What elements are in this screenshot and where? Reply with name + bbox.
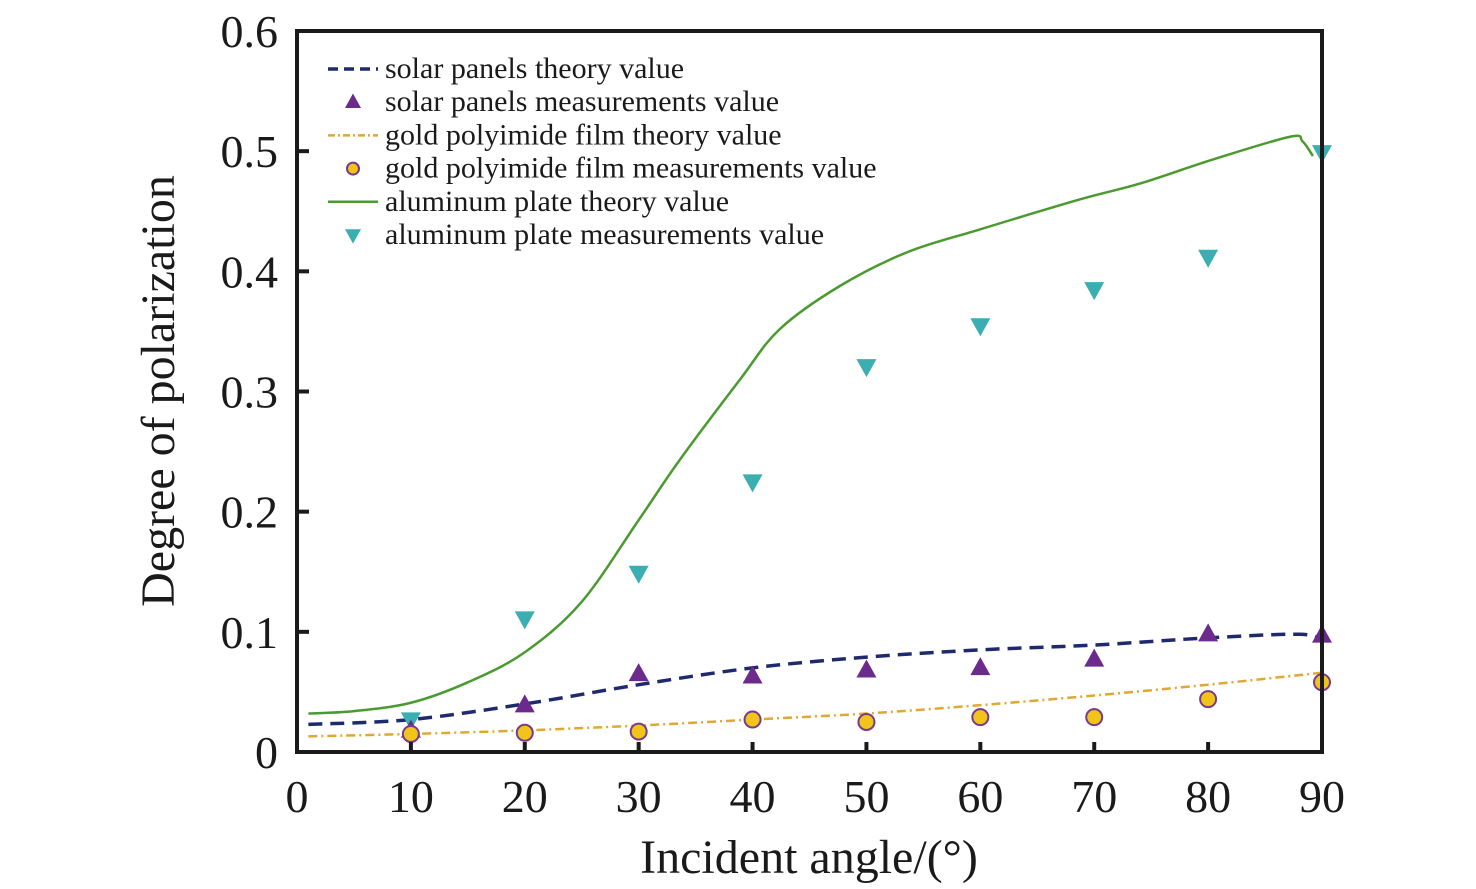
- data-point: [1084, 282, 1105, 301]
- y-axis-ticks: 0 0.1 0.2 0.3 0.4 0.5 0.6: [221, 6, 309, 778]
- x-tick-label: 50: [843, 771, 889, 822]
- x-tick-label: 0: [286, 771, 309, 822]
- series-aluminum-plate-theory-value: [308, 134, 1314, 715]
- data-point: [515, 723, 534, 742]
- data-point: [970, 318, 991, 337]
- y-tick-label: 0.4: [221, 246, 279, 297]
- data-point: [742, 474, 763, 493]
- legend-marker-swatch: [346, 161, 360, 176]
- x-axis-ticks: 0 10 20 30 40 50 60 70 80 90: [286, 742, 1345, 822]
- legend-label: solar panels theory value: [385, 52, 684, 85]
- data-point: [743, 710, 762, 729]
- x-tick-label: 80: [1185, 771, 1231, 822]
- x-tick-label: 30: [616, 771, 662, 822]
- x-tick-label: 90: [1299, 771, 1345, 822]
- y-tick-label: 0.5: [221, 126, 279, 177]
- legend-item-gold-polyimide-film-theory-value: gold polyimide film theory value: [328, 118, 782, 151]
- legend-label: aluminum plate measurements value: [385, 218, 824, 251]
- data-point: [1198, 623, 1219, 642]
- y-tick-label: 0: [255, 727, 278, 778]
- data-point: [401, 724, 420, 743]
- data-point: [857, 712, 876, 731]
- legend-label: solar panels measurements value: [385, 85, 779, 118]
- data-point: [1198, 249, 1219, 268]
- series-solar-panels-theory-value: [308, 632, 1323, 727]
- data-point: [1084, 648, 1105, 667]
- x-axis-label: Incident angle/(°): [640, 831, 978, 884]
- x-tick-label: 60: [957, 771, 1003, 822]
- x-tick-label: 10: [388, 771, 434, 822]
- legend-marker-swatch: [345, 93, 361, 108]
- legend-label: gold polyimide film measurements value: [385, 152, 877, 185]
- data-point: [628, 663, 649, 682]
- data-point: [970, 657, 991, 676]
- data-point: [1199, 690, 1218, 709]
- y-tick-label: 0.3: [221, 367, 279, 418]
- legend-label: aluminum plate theory value: [385, 185, 729, 218]
- x-tick-label: 20: [502, 771, 548, 822]
- series-layer: [308, 134, 1332, 743]
- y-tick-label: 0.1: [221, 607, 279, 658]
- series-gold-polyimide-film-measurements-value: [401, 673, 1331, 743]
- legend-item-solar-panels-theory-value: solar panels theory value: [328, 52, 684, 85]
- data-point: [971, 708, 990, 727]
- series-line: [308, 632, 1323, 727]
- data-point: [514, 694, 535, 713]
- data-point: [1085, 708, 1104, 727]
- legend-label: gold polyimide film theory value: [385, 118, 782, 151]
- y-tick-label: 0.6: [221, 6, 279, 57]
- legend-marker-swatch: [345, 229, 361, 244]
- series-line: [308, 134, 1314, 715]
- x-tick-label: 70: [1071, 771, 1117, 822]
- legend-item-gold-polyimide-film-measurements-value: gold polyimide film measurements value: [346, 152, 877, 185]
- y-axis-label: Degree of polarization: [132, 175, 185, 607]
- series-aluminum-plate-measurements-value: [400, 145, 1332, 731]
- data-point: [742, 665, 763, 684]
- legend-item-aluminum-plate-theory-value: aluminum plate theory value: [328, 185, 729, 218]
- y-tick-label: 0.2: [221, 487, 279, 538]
- series-line: [308, 671, 1323, 738]
- series-gold-polyimide-film-theory-value: [308, 671, 1323, 738]
- data-point: [629, 722, 648, 741]
- x-tick-label: 40: [730, 771, 776, 822]
- legend-item-aluminum-plate-measurements-value: aluminum plate measurements value: [345, 218, 824, 251]
- legend-item-solar-panels-measurements-value: solar panels measurements value: [345, 85, 779, 118]
- data-point: [628, 565, 649, 584]
- data-point: [856, 359, 877, 378]
- data-point: [856, 659, 877, 678]
- data-point: [514, 611, 535, 630]
